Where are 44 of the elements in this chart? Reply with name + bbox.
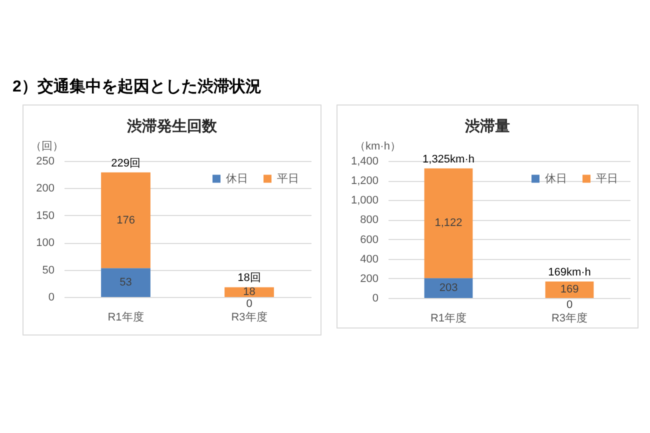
total-label: 18回 (238, 272, 261, 284)
y-tick-label: 0 (48, 292, 54, 304)
bar (424, 278, 473, 298)
y-tick-label: 100 (36, 237, 54, 250)
y-tick-label: 200 (36, 182, 54, 195)
y-axis-title: （回） (30, 140, 64, 152)
legend-label: 休日 (545, 172, 567, 185)
y-tick-label: 200 (360, 272, 378, 285)
x-tick-label: R3年度 (231, 310, 268, 324)
y-tick-label: 250 (36, 156, 54, 168)
data-label: 53 (120, 276, 132, 289)
data-label: 18 (243, 286, 256, 298)
y-tick-label: 50 (42, 264, 54, 276)
y-tick-label: 1,000 (350, 194, 378, 207)
data-label: 1,122 (434, 217, 462, 230)
data-label: 203 (439, 282, 458, 294)
legend-label: 平日 (277, 172, 299, 185)
legend-label: 平日 (596, 172, 618, 185)
bar (101, 172, 150, 268)
y-tick-label: 1,400 (350, 156, 378, 168)
x-tick-label: R1年度 (430, 312, 467, 324)
y-axis-title: （km·h） (354, 140, 401, 152)
y-tick-label: 400 (360, 253, 378, 266)
x-tick-label: R1年度 (108, 310, 144, 324)
y-tick-label: 1,200 (350, 175, 378, 188)
y-tick-label: 0 (372, 292, 378, 304)
total-label: 229回 (111, 157, 140, 170)
data-label: 0 (566, 299, 573, 311)
bar (424, 168, 473, 278)
y-tick-label: 600 (360, 234, 378, 246)
y-tick-label: 150 (36, 210, 54, 222)
x-tick-label: R3年度 (551, 312, 588, 324)
data-label: 169 (560, 284, 579, 296)
legend-label: 休日 (226, 172, 248, 185)
total-label: 1,325km·h (422, 153, 474, 166)
y-tick-label: 800 (360, 214, 378, 226)
text: 2）交通集中を起因とした渋滞状況 (12, 76, 262, 96)
total-label: 169km·h (548, 266, 591, 278)
bar (101, 268, 150, 297)
bar (224, 287, 274, 297)
chart-title: 渋滞発生回数 (126, 118, 218, 135)
data-label: 176 (116, 214, 135, 226)
chart-title: 渋滞量 (464, 118, 510, 135)
data-label: 0 (246, 298, 252, 310)
